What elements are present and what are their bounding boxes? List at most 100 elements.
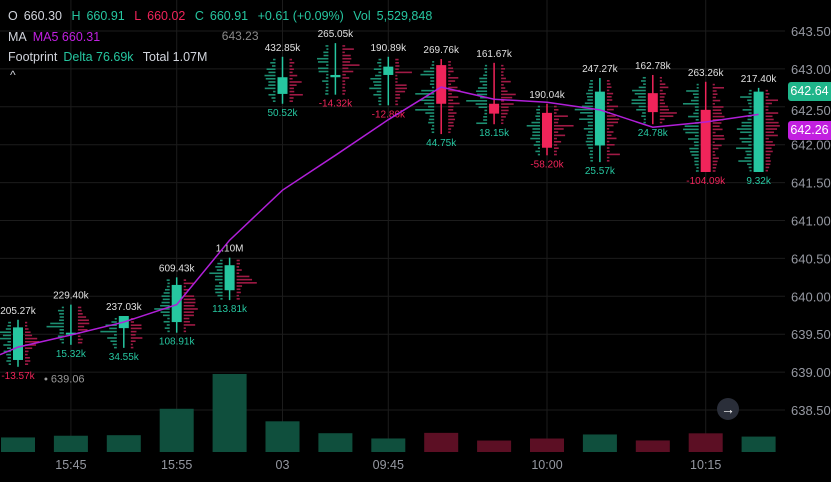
footprint-bid-bar bbox=[219, 282, 223, 284]
footprint-bid-bar bbox=[745, 150, 752, 153]
footprint-bid-bar bbox=[736, 128, 752, 130]
footprint-bid-bar bbox=[109, 327, 117, 330]
volume-label: Vol bbox=[353, 9, 371, 23]
footprint-ask-bar bbox=[659, 118, 665, 121]
footprint-ask-bar bbox=[659, 105, 668, 108]
footprint-ask-bar bbox=[25, 340, 40, 343]
footprint-ask-bar bbox=[395, 87, 407, 90]
footprint-ask-bar bbox=[183, 301, 196, 304]
footprint-bid-bar bbox=[217, 262, 223, 265]
footprint-bid-bar bbox=[583, 127, 593, 130]
footprint-ask-bar bbox=[712, 144, 722, 147]
footprint-bid-bar bbox=[378, 100, 382, 102]
candle-total-label: 161.67k bbox=[476, 49, 513, 60]
footprint-bid-bar bbox=[632, 89, 646, 92]
footprint-ask-bar bbox=[659, 76, 662, 79]
footprint-bid-bar bbox=[581, 105, 593, 108]
footprint-bid-bar bbox=[100, 330, 117, 333]
volume-bar bbox=[1, 437, 35, 452]
footprint-bid-bar bbox=[8, 363, 11, 365]
volume-bar bbox=[318, 433, 353, 452]
footprint-ask-bar bbox=[765, 93, 770, 95]
footprint-ask-bar bbox=[501, 122, 504, 125]
volume-bar bbox=[371, 438, 406, 452]
footprint-bid-bar bbox=[377, 61, 382, 64]
footprint-ask-bar bbox=[342, 70, 354, 73]
price-axis-label: 640.50 bbox=[791, 251, 831, 266]
footprint-bid-bar bbox=[536, 112, 540, 114]
footprint-bid-bar bbox=[484, 68, 488, 70]
footprint-bid-bar bbox=[7, 340, 11, 343]
price-axis-label: 639.00 bbox=[791, 365, 831, 380]
volume-bar bbox=[635, 440, 670, 452]
candle-delta-label: -12.86k bbox=[372, 109, 406, 120]
ma-legend[interactable]: MA MA5 660.31 bbox=[8, 30, 106, 44]
footprint-bid-bar bbox=[378, 58, 382, 61]
footprint-ask-bar bbox=[501, 68, 505, 70]
candle-delta-label: -13.57k bbox=[1, 371, 35, 382]
footprint-ask-bar bbox=[77, 329, 88, 331]
footprint-bid-bar bbox=[696, 86, 699, 89]
footprint-ask-bar bbox=[765, 160, 771, 162]
footprint-bid-bar bbox=[326, 48, 329, 50]
volume-bar bbox=[582, 434, 617, 452]
volume-bar bbox=[424, 432, 459, 452]
footprint-bid-bar bbox=[748, 93, 752, 95]
candle-total-label: 269.76k bbox=[423, 45, 460, 56]
footprint-bid-bar bbox=[164, 288, 170, 291]
footprint-ask-bar bbox=[25, 353, 28, 356]
footprint-ask-bar bbox=[25, 344, 37, 346]
footprint-bid-bar bbox=[642, 112, 646, 114]
footprint-bid-bar bbox=[482, 84, 488, 86]
footprint-bid-bar bbox=[429, 83, 435, 86]
candle-total-label: 265.05k bbox=[318, 29, 355, 40]
footprint-bid-bar bbox=[589, 150, 593, 152]
collapse-legend-icon[interactable]: ^ bbox=[10, 68, 16, 82]
footprint-bid-bar bbox=[694, 96, 699, 99]
candle-total-label: 432.85k bbox=[265, 43, 302, 54]
footprint-ask-bar bbox=[236, 275, 250, 278]
footprint-bid-bar bbox=[273, 58, 276, 61]
footprint-ask-bar bbox=[712, 122, 722, 124]
candle-delta-label: 34.55k bbox=[109, 352, 140, 363]
footprint-ask-bar bbox=[606, 99, 613, 101]
footprint-bid-bar bbox=[59, 316, 64, 318]
scroll-to-realtime-button[interactable]: → bbox=[717, 398, 739, 420]
footprint-bid-bar bbox=[574, 108, 593, 111]
footprint-ask-bar bbox=[765, 118, 774, 121]
footprint-ask-bar bbox=[448, 93, 452, 95]
candle-delta-label: 113.81k bbox=[212, 304, 248, 315]
footprint-ask-bar bbox=[395, 58, 399, 61]
footprint-bid-bar bbox=[323, 54, 329, 57]
footprint-bid-bar bbox=[61, 341, 64, 344]
footprint-ask-bar bbox=[765, 109, 769, 111]
footprint-ask-bar bbox=[606, 115, 616, 117]
footprint-ask-bar bbox=[448, 83, 452, 86]
footprint-bid-bar bbox=[325, 77, 329, 79]
footprint-ask-bar bbox=[342, 83, 346, 86]
footprint-ask-bar bbox=[448, 118, 456, 121]
footprint-ask-bar bbox=[289, 71, 293, 74]
price-axis-label: 643.00 bbox=[791, 62, 831, 77]
footprint-ask-bar bbox=[183, 282, 194, 285]
footprint-ask-bar bbox=[77, 341, 83, 344]
footprint-bid-bar bbox=[744, 157, 752, 159]
candle-body bbox=[436, 65, 447, 104]
footprint-bid-bar bbox=[46, 325, 64, 328]
time-axis-label: 15:55 bbox=[161, 458, 192, 472]
footprint-bid-bar bbox=[216, 269, 223, 271]
footprint-bid-bar bbox=[476, 122, 488, 125]
footprint-bid-bar bbox=[114, 318, 117, 320]
footprint-bid-bar bbox=[423, 70, 435, 73]
footprint-bid-bar bbox=[7, 356, 11, 359]
footprint-legend[interactable]: Footprint Delta 76.69k Total 1.07M bbox=[8, 50, 213, 64]
footprint-ask-bar bbox=[130, 321, 134, 323]
footprint-bid-bar bbox=[167, 282, 170, 285]
footprint-bid-bar bbox=[110, 340, 117, 343]
footprint-ask-bar bbox=[183, 308, 198, 310]
footprint-ask-bar bbox=[554, 144, 558, 146]
footprint-ask-bar bbox=[606, 118, 620, 120]
footprint-ask-bar bbox=[606, 108, 614, 111]
footprint-bid-bar bbox=[167, 317, 170, 320]
